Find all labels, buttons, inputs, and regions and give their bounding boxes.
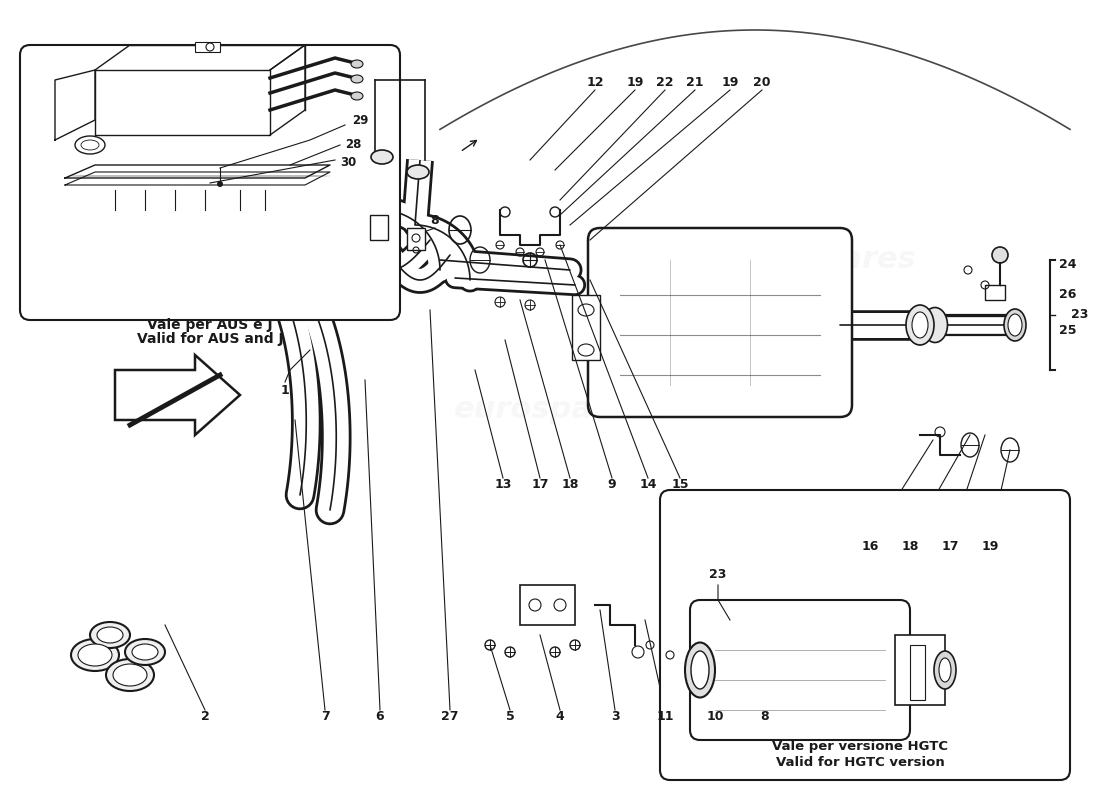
Ellipse shape	[1004, 309, 1026, 341]
Text: 29: 29	[352, 114, 368, 126]
Ellipse shape	[351, 60, 363, 68]
FancyBboxPatch shape	[690, 600, 910, 740]
Ellipse shape	[371, 150, 393, 164]
Text: 11: 11	[657, 710, 673, 723]
Circle shape	[992, 247, 1008, 263]
Text: 19: 19	[626, 75, 644, 89]
Ellipse shape	[407, 165, 429, 179]
Text: 9: 9	[607, 478, 616, 491]
Bar	[910, 645, 925, 700]
Text: 25: 25	[1059, 323, 1077, 337]
Text: 3: 3	[610, 710, 619, 723]
Ellipse shape	[912, 312, 928, 338]
Text: eurospares: eurospares	[133, 230, 327, 259]
Text: 7: 7	[320, 710, 329, 723]
Ellipse shape	[90, 622, 130, 648]
Text: 27: 27	[441, 710, 459, 723]
Text: Valid for HGTC version: Valid for HGTC version	[776, 756, 945, 769]
Ellipse shape	[78, 644, 112, 666]
Ellipse shape	[691, 651, 710, 689]
Text: 5: 5	[506, 710, 515, 723]
Ellipse shape	[351, 92, 363, 100]
Text: 28: 28	[345, 138, 362, 151]
Ellipse shape	[132, 644, 158, 660]
Ellipse shape	[934, 651, 956, 689]
Bar	[370, 215, 388, 240]
Text: 23: 23	[1071, 309, 1089, 322]
Text: 15: 15	[671, 478, 689, 491]
Text: 22: 22	[657, 75, 673, 89]
Text: 4: 4	[556, 710, 564, 723]
Text: eurospares: eurospares	[724, 246, 916, 274]
Bar	[407, 228, 425, 250]
Text: 12: 12	[586, 75, 604, 89]
Ellipse shape	[1008, 314, 1022, 336]
Text: 24: 24	[1059, 258, 1077, 271]
Ellipse shape	[906, 305, 934, 345]
Text: 18: 18	[901, 541, 918, 554]
Bar	[520, 585, 575, 625]
FancyBboxPatch shape	[588, 228, 852, 417]
Text: 19: 19	[722, 75, 739, 89]
Text: 17: 17	[531, 478, 549, 491]
Text: eurospares: eurospares	[453, 395, 647, 425]
Text: 2: 2	[200, 710, 209, 723]
Bar	[195, 42, 220, 52]
Text: Vale per versione HGTC: Vale per versione HGTC	[772, 740, 948, 753]
Ellipse shape	[106, 659, 154, 691]
Ellipse shape	[351, 75, 363, 83]
Ellipse shape	[113, 664, 147, 686]
FancyBboxPatch shape	[660, 490, 1070, 780]
Text: 19: 19	[981, 541, 999, 554]
Ellipse shape	[72, 639, 119, 671]
Text: 18: 18	[561, 478, 579, 491]
Text: 8: 8	[431, 214, 439, 226]
Ellipse shape	[685, 642, 715, 698]
Bar	[572, 295, 600, 360]
Bar	[895, 635, 945, 705]
Text: 10: 10	[706, 710, 724, 723]
Text: 14: 14	[639, 478, 657, 491]
Text: 16: 16	[861, 541, 879, 554]
Text: eurospares: eurospares	[724, 630, 916, 659]
Text: 8: 8	[761, 710, 769, 723]
Ellipse shape	[97, 627, 123, 643]
Text: 1: 1	[280, 383, 289, 397]
Text: 23: 23	[710, 569, 727, 582]
Text: 30: 30	[340, 155, 356, 169]
Ellipse shape	[923, 307, 947, 342]
Circle shape	[217, 181, 223, 187]
Text: 20: 20	[754, 75, 771, 89]
Text: Valid for AUS and J: Valid for AUS and J	[136, 332, 284, 346]
FancyBboxPatch shape	[20, 45, 400, 320]
Ellipse shape	[939, 658, 952, 682]
Text: Vale per AUS e J: Vale per AUS e J	[147, 318, 273, 332]
Text: 17: 17	[942, 541, 959, 554]
Text: 26: 26	[1059, 289, 1077, 302]
Text: 6: 6	[376, 710, 384, 723]
Ellipse shape	[125, 639, 165, 665]
Text: 21: 21	[686, 75, 704, 89]
Text: 13: 13	[494, 478, 512, 491]
